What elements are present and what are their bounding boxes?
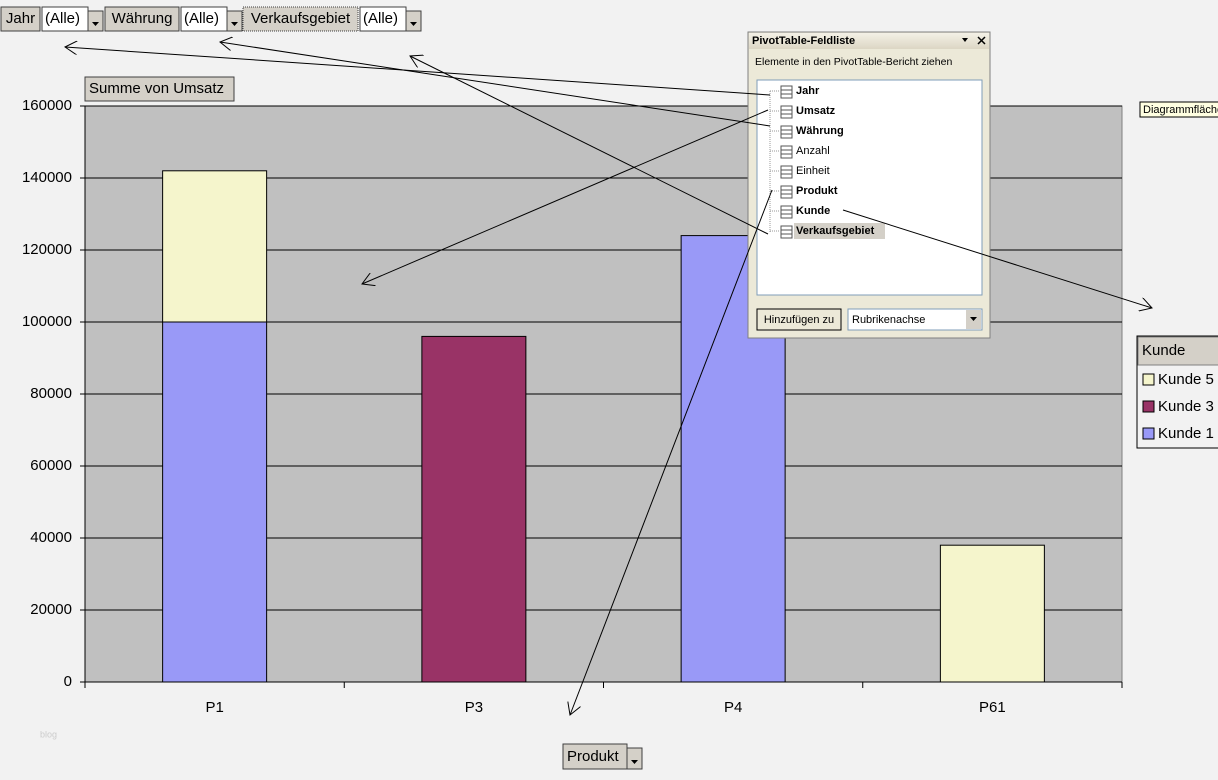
field-icon [780, 205, 793, 219]
x-tick-label: P1 [205, 699, 223, 716]
field-icon [780, 85, 793, 99]
page-field-value[interactable] [359, 6, 407, 32]
x-tick-label: P4 [724, 699, 742, 716]
panel-menu-arrow [962, 38, 968, 42]
field-icon-lines [781, 169, 792, 175]
dropdown-arrow [410, 22, 417, 26]
field-icon [780, 145, 793, 159]
dropdown-arrow [631, 760, 638, 764]
target-dropdown[interactable] [847, 308, 983, 331]
dropdown-button[interactable] [87, 10, 104, 32]
category-field-label: Produkt [567, 748, 620, 765]
page-field-value-text: (Alle) [363, 10, 398, 27]
legend-swatch [1142, 373, 1155, 386]
y-tick-label: 120000 [22, 241, 72, 258]
page-field-button[interactable] [242, 6, 359, 32]
legend-swatch [1142, 400, 1155, 413]
field-icon [780, 105, 793, 119]
category-field-button[interactable] [562, 743, 628, 770]
add-button[interactable] [756, 308, 842, 331]
field-icon-lines [781, 149, 792, 155]
y-tick-label: 60000 [30, 457, 72, 474]
bar-segment [939, 544, 1045, 683]
bar-segment [421, 335, 527, 683]
field-icon-lines [781, 109, 792, 115]
field-item[interactable]: Verkaufsgebiet [796, 225, 875, 237]
field-list-box [756, 79, 983, 296]
x-tick-label: P61 [979, 699, 1006, 716]
panel-title-bar [749, 33, 989, 49]
dropdown-button[interactable] [626, 747, 643, 770]
y-tick-label: 140000 [22, 169, 72, 186]
field-item[interactable]: Produkt [796, 185, 838, 197]
panel-instruction: Elemente in den PivotTable-Bericht ziehe… [755, 56, 952, 68]
field-item[interactable]: Anzahl [796, 145, 830, 157]
add-button-label: Hinzufügen zu [764, 314, 834, 326]
page-field-label: Verkaufsgebiet [251, 10, 351, 27]
field-icon [780, 125, 793, 139]
page-field-label: Währung [112, 10, 173, 27]
bar-segment [162, 170, 268, 323]
page-field-button[interactable] [104, 6, 180, 32]
y-tick-label: 100000 [22, 313, 72, 330]
field-item[interactable]: Jahr [796, 85, 820, 97]
tooltip-box [1139, 101, 1218, 118]
field-icon [780, 185, 793, 199]
legend-label: Kunde 3 [1158, 398, 1214, 415]
legend-title-button[interactable] [1137, 336, 1218, 366]
watermark: blog [40, 729, 57, 739]
field-item[interactable]: Währung [796, 125, 844, 137]
dropdown-arrow [231, 22, 238, 26]
target-dropdown-value: Rubrikenachse [852, 314, 925, 326]
x-tick-label: P3 [465, 699, 483, 716]
page-field-button[interactable] [0, 6, 41, 32]
y-tick-label: 80000 [30, 385, 72, 402]
page-field-value-text: (Alle) [184, 10, 219, 27]
tooltip: Diagrammfläche [1143, 104, 1218, 116]
field-icon-lines [781, 209, 792, 215]
page-field-value[interactable] [180, 6, 228, 32]
page-field-value-text: (Alle) [45, 10, 80, 27]
field-highlight [794, 223, 885, 239]
legend-swatch [1142, 427, 1155, 440]
tree-lines [769, 90, 780, 232]
field-icon [780, 165, 793, 179]
field-icon-lines [781, 89, 792, 95]
field-icon-lines [781, 129, 792, 135]
field-icon-lines [781, 189, 792, 195]
legend-label: Kunde 1 [1158, 425, 1214, 442]
data-field-label: Summe von Umsatz [89, 80, 224, 97]
dropdown-arrow [92, 22, 99, 26]
arrows [65, 42, 1152, 715]
field-icon-lines [781, 229, 792, 235]
y-tick-label: 160000 [22, 97, 72, 114]
panel-close[interactable] [977, 36, 986, 45]
field-item[interactable]: Umsatz [796, 105, 836, 117]
field-icon [780, 225, 793, 239]
dropdown-arrow [970, 317, 977, 321]
page-field-value[interactable] [41, 6, 89, 32]
field-item[interactable]: Kunde [796, 205, 830, 217]
page-field-label: Jahr [6, 10, 35, 27]
bar-segment [162, 321, 268, 683]
data-field-button[interactable] [84, 76, 235, 102]
dropdown-button[interactable] [226, 10, 243, 32]
field-item[interactable]: Einheit [796, 165, 830, 177]
y-tick-label: 40000 [30, 529, 72, 546]
legend-label: Kunde 5 [1158, 371, 1214, 388]
panel-title: PivotTable-Feldliste [752, 35, 855, 47]
y-tick-label: 0 [64, 673, 72, 690]
dropdown-button[interactable] [405, 10, 422, 32]
y-tick-label: 20000 [30, 601, 72, 618]
legend-title: Kunde [1142, 342, 1185, 359]
